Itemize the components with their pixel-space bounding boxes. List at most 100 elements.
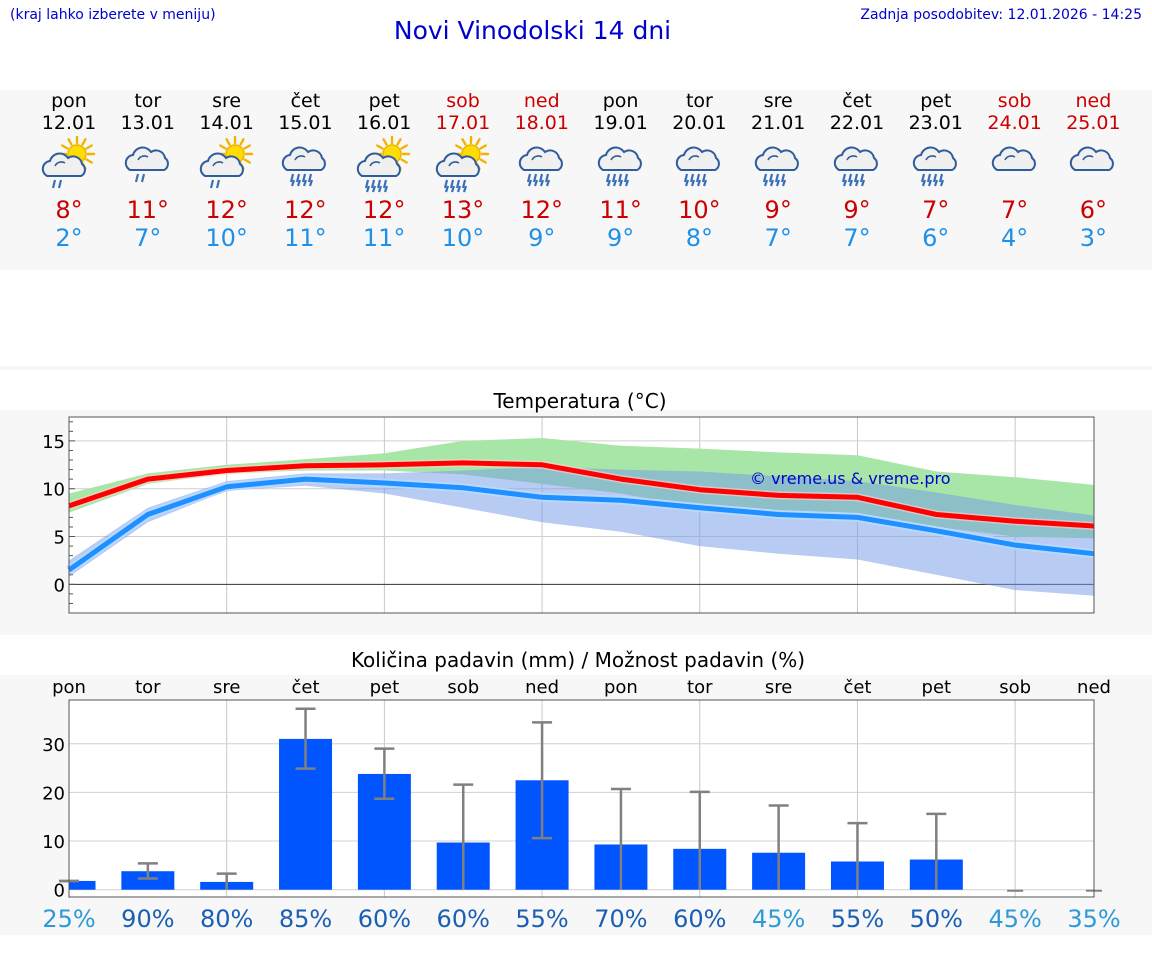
day-column: pon 12.01 8° 2°	[29, 90, 109, 252]
day-column: sob 24.01 7° 4°	[975, 90, 1055, 252]
cloud-icon	[518, 146, 563, 171]
watermark: © vreme.us & vreme.pro	[750, 469, 951, 488]
cloud-icon	[357, 152, 402, 177]
x-category-label: pon	[604, 677, 638, 698]
day-column: pet 16.01 12° 11°	[344, 90, 424, 252]
y-tick-label: 15	[42, 432, 65, 453]
cloud-icon	[1053, 134, 1133, 196]
min-temperature: 6°	[922, 224, 950, 252]
min-temperature-line	[67, 476, 1095, 573]
x-category-label: pet	[370, 677, 400, 698]
band-divider	[0, 366, 1152, 370]
day-name: čet	[290, 90, 321, 112]
chart-title: Temperatura (°C)	[492, 389, 666, 413]
min-temperature: 8°	[685, 224, 714, 252]
day-column: ned 25.01 6° 3°	[1053, 90, 1133, 252]
chart-title: Količina padavin (mm) / Možnost padavin …	[351, 648, 805, 672]
precipitation-bar	[121, 871, 175, 890]
day-name: ned	[523, 90, 560, 112]
y-tick-label: 0	[54, 575, 65, 596]
day-date: 19.01	[593, 112, 648, 134]
cloud-icon	[755, 146, 800, 171]
min-temperature: 11°	[362, 224, 406, 252]
x-category-label: pon	[52, 677, 86, 698]
x-category-label: ned	[1077, 677, 1111, 698]
error-bar	[532, 721, 553, 840]
x-category-label: tor	[135, 677, 161, 698]
rain-drops-icon	[763, 173, 787, 187]
cloud-heavy-rain-icon	[581, 134, 661, 196]
cloud-icon	[124, 146, 169, 171]
max-temperature: 12°	[284, 196, 327, 224]
precipitation-probability: 55%	[831, 905, 884, 933]
sun-cloud-rain-icon	[187, 134, 267, 196]
max-temperature: 10°	[678, 196, 721, 224]
day-name: pet	[920, 90, 952, 112]
cloud-icon	[597, 146, 642, 171]
x-category-label: sob	[447, 677, 479, 698]
plot-frame	[68, 699, 1095, 898]
sun-cloud-rain-icon	[29, 134, 109, 196]
day-column: pet 23.01 7° 6°	[896, 90, 976, 252]
day-date: 12.01	[41, 112, 97, 134]
error-bar	[689, 790, 710, 890]
precipitation-probability: 80%	[200, 905, 253, 933]
day-name: sre	[212, 90, 242, 112]
daily-forecast-strip: pon 12.01 8° 2° tor 13.01 11° 7° sre 14.01 12° 10° č…	[0, 90, 1152, 252]
y-tick-label: 0	[54, 881, 65, 902]
precipitation-probability: 60%	[437, 905, 490, 933]
day-name: sre	[763, 90, 793, 112]
precipitation-probability: 25%	[42, 905, 95, 933]
precipitation-probability: 85%	[279, 905, 332, 933]
x-category-label: sre	[213, 677, 240, 698]
rain-drops-icon	[684, 173, 708, 187]
max-temperature: 6°	[1079, 196, 1108, 224]
sun-cloud-heavy-rain-icon	[344, 134, 424, 196]
max-temperature: 7°	[1000, 196, 1029, 224]
day-column: čet 15.01 12° 11°	[265, 90, 345, 252]
day-column: sob 17.01 13° 10°	[423, 90, 503, 252]
cloud-heavy-rain-icon	[659, 134, 739, 196]
day-date: 15.01	[278, 112, 333, 134]
day-date: 25.01	[1066, 112, 1121, 134]
error-bar	[295, 707, 316, 770]
day-name: ned	[1075, 90, 1112, 112]
max-temperature: 12°	[362, 196, 406, 224]
precipitation-probability: 50%	[910, 905, 963, 933]
max-temperature-line	[68, 460, 1095, 529]
cloud-heavy-rain-icon	[817, 134, 897, 196]
x-category-label: čet	[843, 677, 871, 698]
rain-drops-icon	[290, 173, 314, 187]
temperature-chart: Temperatura (°C) 0 5 10 15 © vreme.us & vreme…	[42, 389, 1095, 614]
max-temperature: 12°	[205, 196, 248, 224]
min-temperature: 4°	[1000, 224, 1029, 252]
y-tick-label: 10	[42, 832, 65, 853]
x-category-label: ned	[525, 677, 559, 698]
day-column: sre 14.01 12° 10°	[187, 90, 267, 252]
day-name: sob	[997, 90, 1032, 112]
y-tick-label: 30	[42, 735, 65, 756]
precipitation-probability: 60%	[358, 905, 411, 933]
day-date: 18.01	[514, 112, 569, 134]
error-bar	[453, 783, 474, 890]
location-hint: (kraj lahko izberete v meniju)	[10, 7, 216, 23]
rain-drops-icon	[134, 173, 145, 183]
forecast-band	[0, 90, 1152, 270]
x-category-label: čet	[292, 677, 320, 698]
cloud-icon	[912, 146, 957, 171]
rain-drops-icon	[605, 173, 629, 187]
max-temperature: 9°	[764, 196, 792, 224]
error-bar	[847, 821, 868, 890]
cloud-heavy-rain-icon	[738, 134, 818, 196]
error-bar	[374, 747, 395, 800]
cloud-icon	[199, 152, 244, 177]
max-temperature: 9°	[843, 196, 871, 224]
day-column: sre 21.01 9° 7°	[738, 90, 818, 252]
last-updated: Zadnja posodobitev: 12.01.2026 - 14:25	[860, 7, 1142, 23]
day-date: 13.01	[120, 112, 175, 134]
cloud-heavy-rain-icon	[896, 134, 976, 196]
min-temperature: 10°	[441, 224, 485, 252]
cloud-icon	[975, 134, 1055, 196]
cloud-heavy-rain-icon	[502, 134, 582, 196]
day-date: 16.01	[356, 112, 412, 134]
